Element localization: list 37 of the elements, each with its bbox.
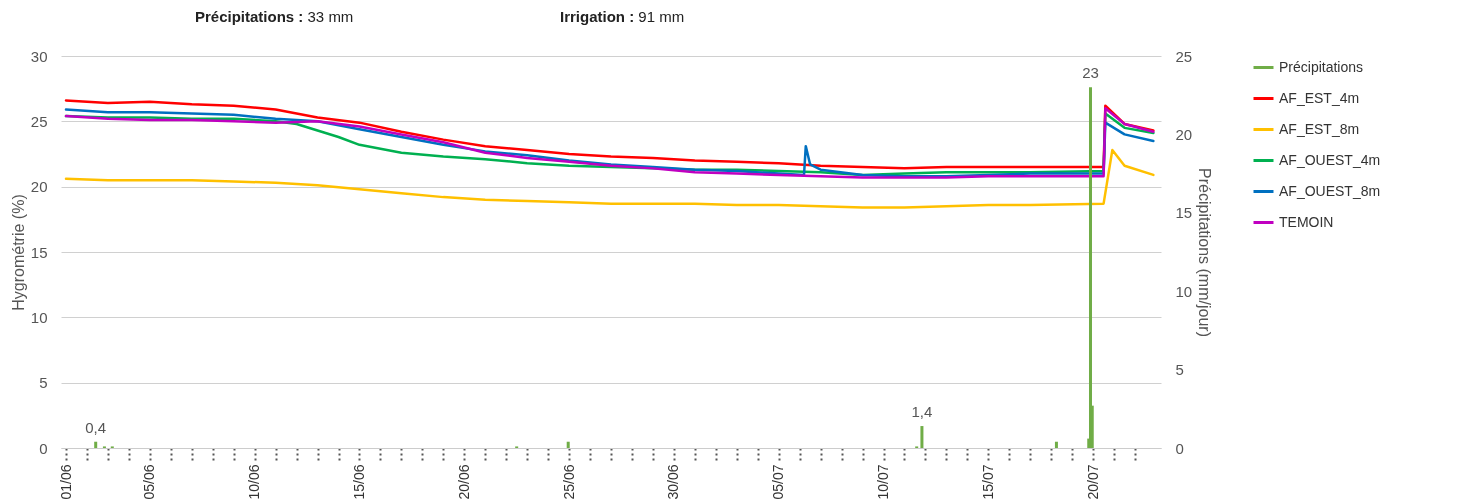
y-tick-label: 20: [30, 178, 48, 196]
legend-label: AF_EST_8m: [1279, 120, 1360, 137]
x-tick-label: 15/07: [979, 464, 996, 500]
x-tick-label: 20/06: [455, 464, 472, 500]
legend-label: AF_OUEST_8m: [1279, 182, 1381, 199]
legend-label: AF_OUEST_4m: [1279, 151, 1381, 168]
x-tick-label: 10/06: [246, 464, 263, 500]
text: Précipitations : 33 mm: [195, 8, 354, 25]
data-label: 1,4: [911, 403, 933, 421]
y-axis-title: Hygrométrie (%): [9, 194, 27, 311]
x-tick-label: 25/06: [560, 464, 577, 500]
y2-tick-label: 10: [1175, 282, 1193, 300]
x-tick-label: 05/07: [770, 464, 787, 500]
data-label: 23: [1082, 64, 1099, 82]
y-tick-label: 10: [30, 308, 48, 326]
data-label: 0,4: [85, 418, 107, 436]
x-tick-label: 05/06: [141, 464, 158, 500]
y2-axis-title: Précipitations (mm/jour): [1196, 168, 1214, 337]
x-tick-label: 01/06: [57, 464, 74, 500]
x-tick-label: 20/07: [1084, 464, 1101, 500]
y-tick-label: 25: [30, 112, 48, 130]
y-tick-label: 15: [30, 243, 48, 261]
y2-tick-label: 15: [1175, 204, 1193, 222]
y-tick-label: 5: [39, 374, 48, 392]
y-tick-label: 0: [39, 439, 48, 457]
y-tick-label: 30: [30, 47, 48, 65]
y2-tick-label: 0: [1175, 439, 1184, 457]
legend-label: Précipitations: [1279, 58, 1364, 75]
legend-label: TEMOIN: [1279, 213, 1334, 230]
y2-tick-label: 25: [1175, 47, 1193, 65]
x-tick-label: 30/06: [665, 464, 682, 500]
x-tick-label: 10/07: [875, 464, 891, 500]
y2-tick-label: 20: [1175, 125, 1193, 143]
text: Irrigation : 91 mm: [560, 8, 685, 25]
y2-tick-label: 5: [1175, 361, 1184, 379]
x-tick-label: 15/06: [350, 464, 367, 500]
legend-label: AF_EST_4m: [1279, 89, 1360, 106]
